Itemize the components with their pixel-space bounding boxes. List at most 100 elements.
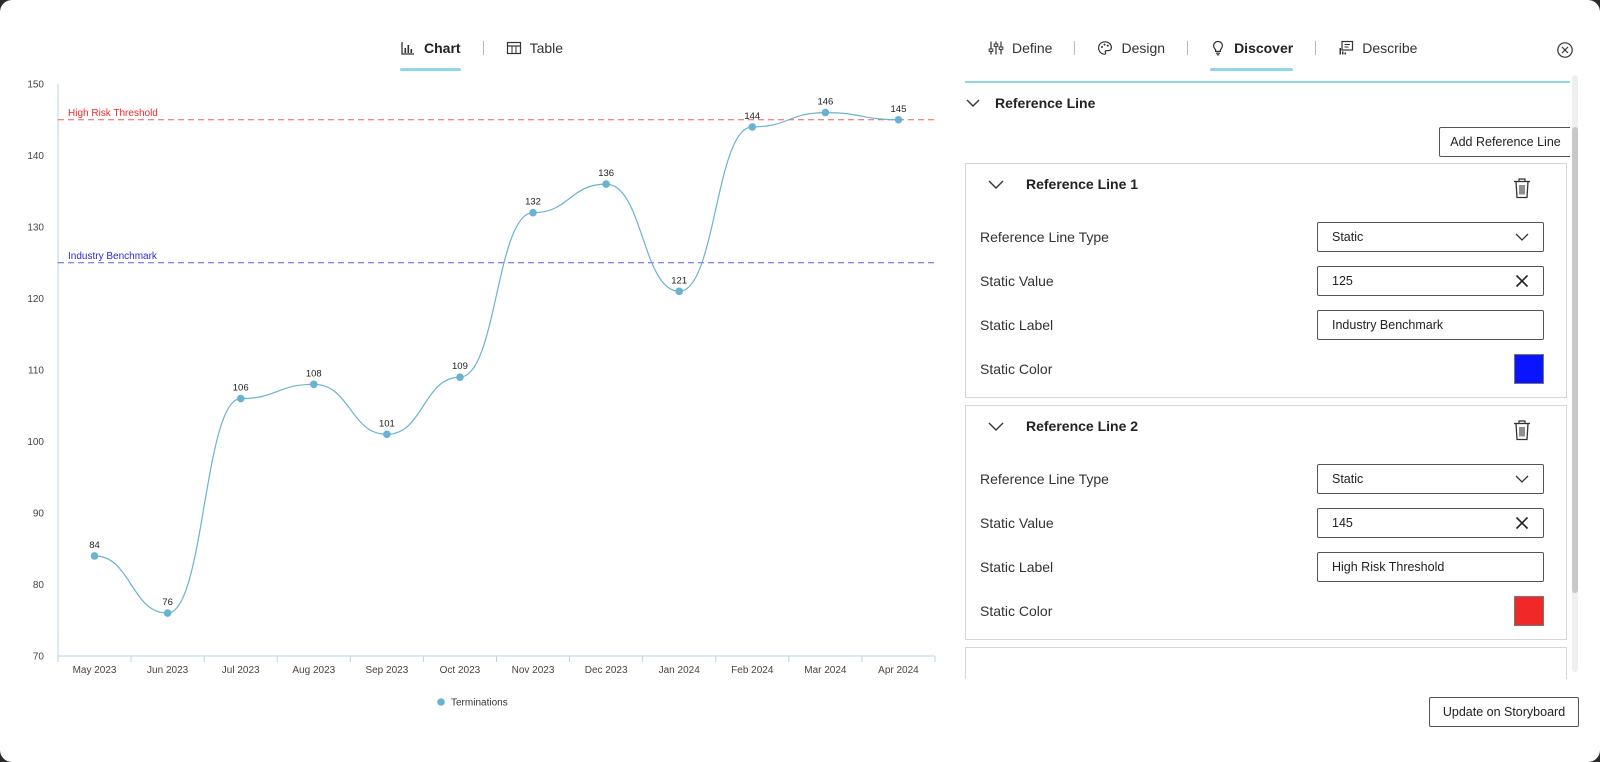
data-label: 101	[379, 418, 395, 429]
type-select[interactable]: Static	[1317, 222, 1544, 252]
tab-divider	[1315, 41, 1317, 55]
label-input[interactable]: Industry Benchmark	[1317, 310, 1544, 340]
reference-line-panel: Reference Line Add Reference Line Refere…	[965, 81, 1570, 679]
y-tick-label: 120	[27, 294, 44, 305]
value-input[interactable]: 125	[1317, 266, 1544, 296]
tab-design-label: Design	[1121, 40, 1166, 56]
type-row: Reference Line Type Static	[980, 464, 1544, 494]
reference-line-card-2: Reference Line 2 Reference Line Type Sta…	[965, 405, 1567, 640]
trash-icon[interactable]	[1512, 177, 1532, 199]
x-tick-label: Jul 2023	[222, 665, 260, 676]
type-select[interactable]: Static	[1317, 464, 1544, 494]
data-point	[529, 208, 537, 217]
value-text: 145	[1332, 516, 1353, 530]
tab-chart[interactable]: Chart	[400, 34, 461, 71]
data-label: 136	[598, 168, 614, 179]
tab-divider	[1187, 41, 1189, 55]
line-chart: 70 80 90 100 110 120 130 140 150 May 2023 Jun 2023…	[27, 80, 936, 709]
x-tick-label: Jun 2023	[147, 665, 189, 676]
legend-marker	[437, 698, 445, 706]
y-tick-label: 70	[33, 652, 45, 663]
label-label: Static Label	[980, 559, 1054, 575]
value-label: Static Value	[980, 273, 1054, 289]
data-label: 109	[452, 361, 468, 372]
x-tick-label: Mar 2024	[804, 665, 847, 676]
sliders-icon	[988, 41, 1004, 55]
type-value: Static	[1332, 230, 1364, 244]
reference-line-section-header[interactable]: Reference Line	[965, 91, 1095, 115]
data-label: 145	[891, 104, 907, 115]
card-title: Reference Line 2	[1026, 418, 1139, 434]
value-input[interactable]: 145	[1317, 508, 1544, 538]
card-header[interactable]: Reference Line 2	[988, 418, 1138, 434]
value-text: 125	[1332, 274, 1353, 288]
data-point	[309, 380, 318, 389]
label-row: Static Label Industry Benchmark	[980, 310, 1544, 340]
data-point	[748, 123, 757, 131]
card-header[interactable]: Reference Line 1	[988, 176, 1138, 192]
type-row: Reference Line Type Static	[980, 222, 1544, 252]
tab-discover-label: Discover	[1234, 40, 1294, 56]
x-tick-label: Feb 2024	[731, 665, 774, 676]
card-title: Reference Line 1	[1026, 176, 1139, 192]
series-line	[94, 111, 899, 614]
data-point	[602, 180, 610, 188]
x-tick-label: Oct 2023	[440, 665, 481, 676]
tab-design[interactable]: Design	[1097, 34, 1165, 62]
data-point	[163, 609, 172, 617]
x-tick-label: Nov 2023	[512, 665, 555, 676]
data-label: 146	[817, 97, 833, 108]
type-label: Reference Line Type	[980, 229, 1109, 245]
lightbulb-icon	[1213, 40, 1224, 56]
comment-chart-icon	[1339, 40, 1354, 55]
data-point	[236, 394, 245, 403]
legend-label: Terminations	[451, 698, 508, 709]
reference-line-label: Industry Benchmark	[68, 251, 158, 262]
data-label: 132	[525, 197, 541, 208]
data-label: 106	[233, 383, 249, 394]
clear-icon[interactable]	[1515, 516, 1529, 530]
data-point	[383, 430, 391, 439]
data-point	[90, 552, 99, 560]
update-on-storyboard-button[interactable]: Update on Storyboard	[1429, 697, 1579, 727]
label-row: Static Label High Risk Threshold	[980, 552, 1544, 582]
y-tick-label: 90	[33, 509, 45, 520]
trash-icon[interactable]	[1512, 419, 1532, 441]
tab-table[interactable]: Table	[506, 34, 563, 62]
chevron-down-icon	[988, 180, 1004, 189]
label-input[interactable]: High Risk Threshold	[1317, 552, 1544, 582]
close-icon[interactable]	[1556, 41, 1574, 59]
tab-define[interactable]: Define	[988, 34, 1052, 62]
type-label: Reference Line Type	[980, 471, 1109, 487]
tab-define-label: Define	[1012, 40, 1053, 56]
data-label: 84	[89, 540, 100, 551]
add-reference-line-button[interactable]: Add Reference Line	[1439, 127, 1570, 157]
clear-icon[interactable]	[1515, 274, 1529, 288]
data-label: 76	[162, 597, 173, 608]
tab-describe[interactable]: Describe	[1338, 34, 1417, 62]
scrollbar-thumb[interactable]	[1572, 127, 1578, 593]
chevron-down-icon	[966, 99, 980, 107]
color-label: Static Color	[980, 361, 1053, 377]
color-swatch[interactable]	[1514, 596, 1544, 626]
tab-discover[interactable]: Discover	[1210, 34, 1294, 71]
x-tick-label: Apr 2024	[878, 665, 919, 676]
color-row: Static Color	[980, 596, 1544, 626]
chevron-down-icon	[988, 422, 1004, 431]
x-tick-label: Jan 2024	[659, 665, 701, 676]
x-tick-label: Dec 2023	[585, 665, 628, 676]
data-label: 144	[744, 111, 760, 122]
x-tick-label: Sep 2023	[365, 665, 408, 676]
tab-divider	[482, 41, 484, 55]
tab-divider	[1074, 41, 1076, 55]
tab-chart-label: Chart	[424, 40, 461, 56]
color-label: Static Color	[980, 603, 1053, 619]
tab-describe-label: Describe	[1362, 40, 1418, 56]
label-label: Static Label	[980, 317, 1054, 333]
value-row: Static Value 125	[980, 266, 1544, 296]
reference-line-card-3	[965, 647, 1567, 679]
panel-scrollbar[interactable]	[1572, 75, 1578, 672]
tab-table-label: Table	[529, 40, 564, 56]
color-swatch[interactable]	[1514, 354, 1544, 384]
